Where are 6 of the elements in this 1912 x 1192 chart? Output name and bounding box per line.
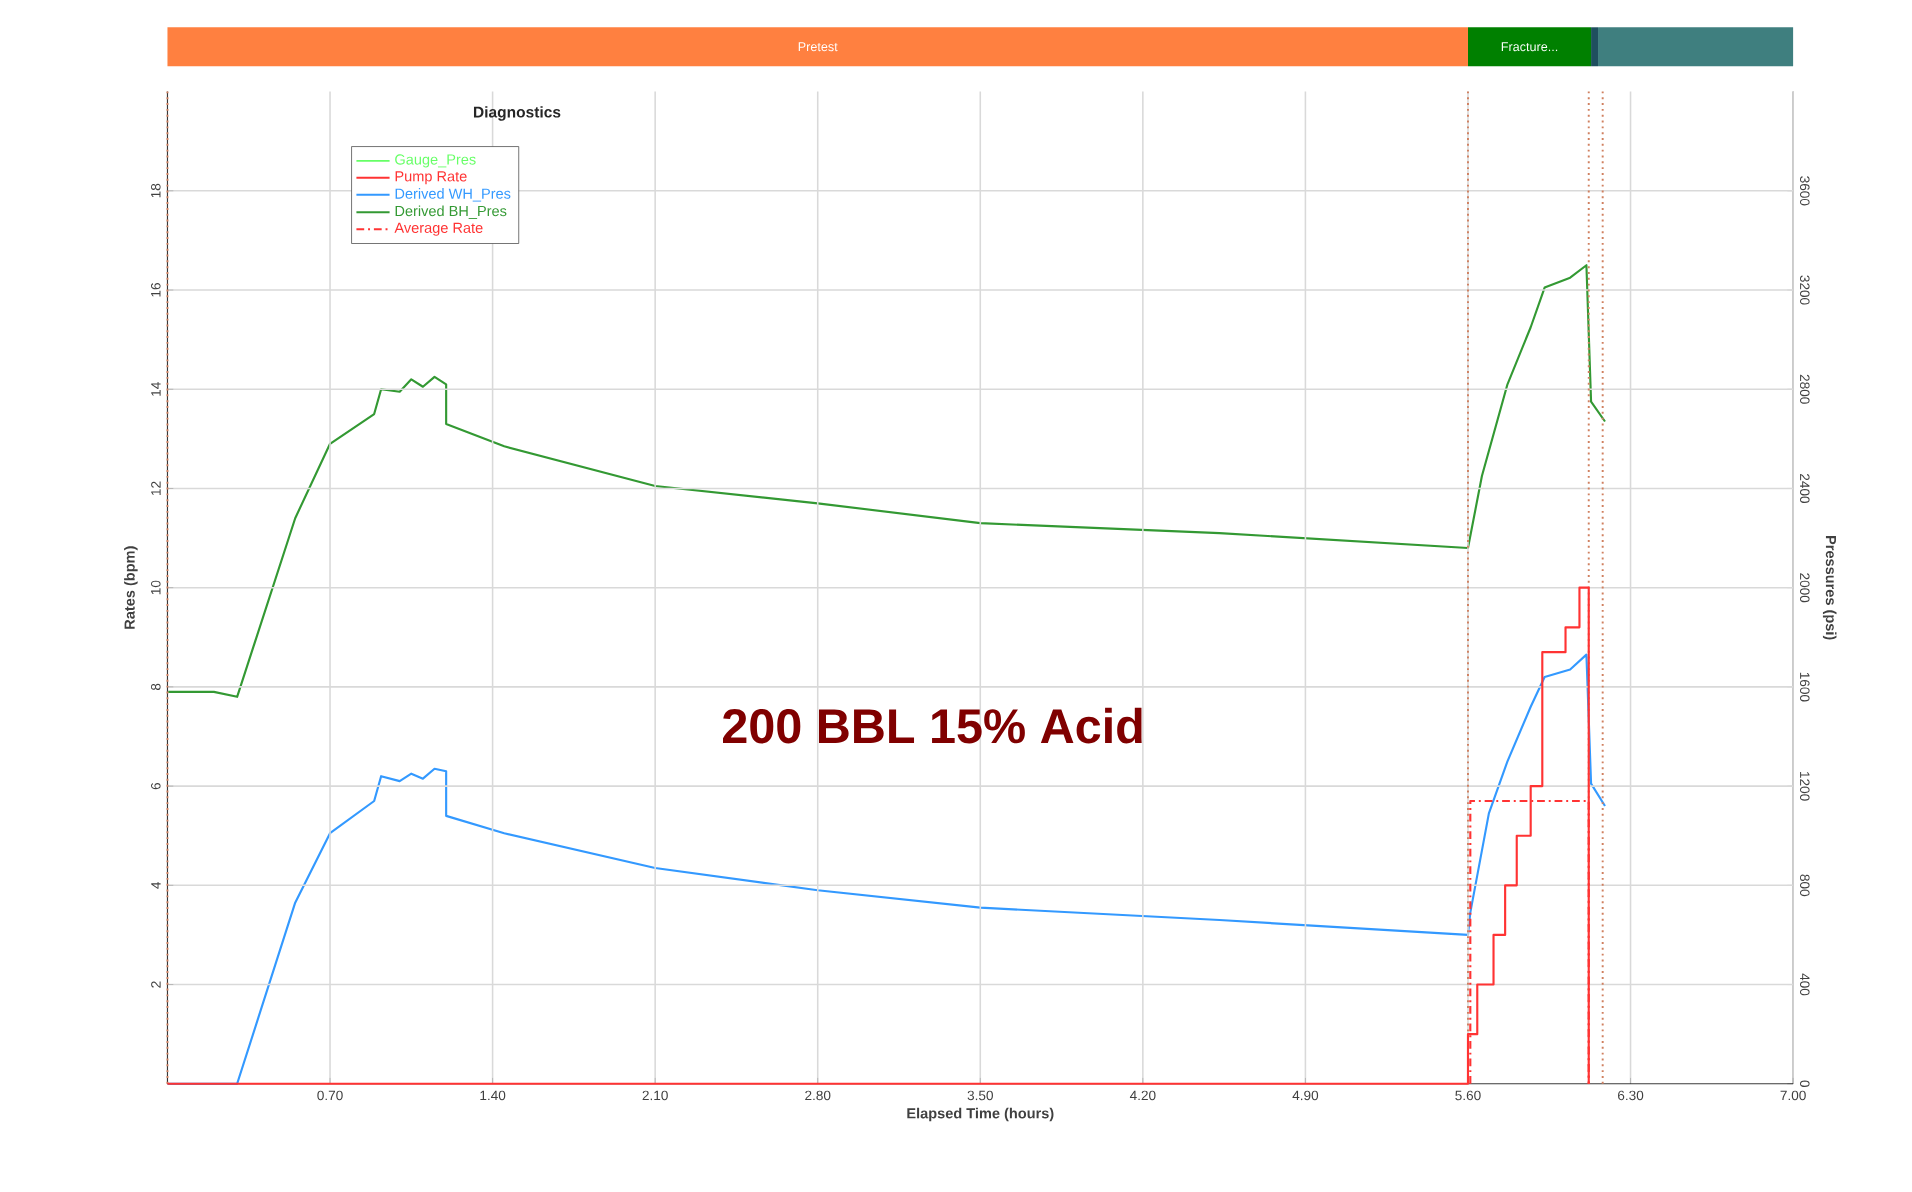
bar: [1598, 26, 1794, 66]
annotation: 200 BBL 15% Acid: [723, 707, 1142, 743]
bar: [1591, 26, 1599, 66]
line-series: [166, 263, 1607, 698]
bar: [167, 26, 1468, 66]
bar: [1467, 26, 1592, 66]
